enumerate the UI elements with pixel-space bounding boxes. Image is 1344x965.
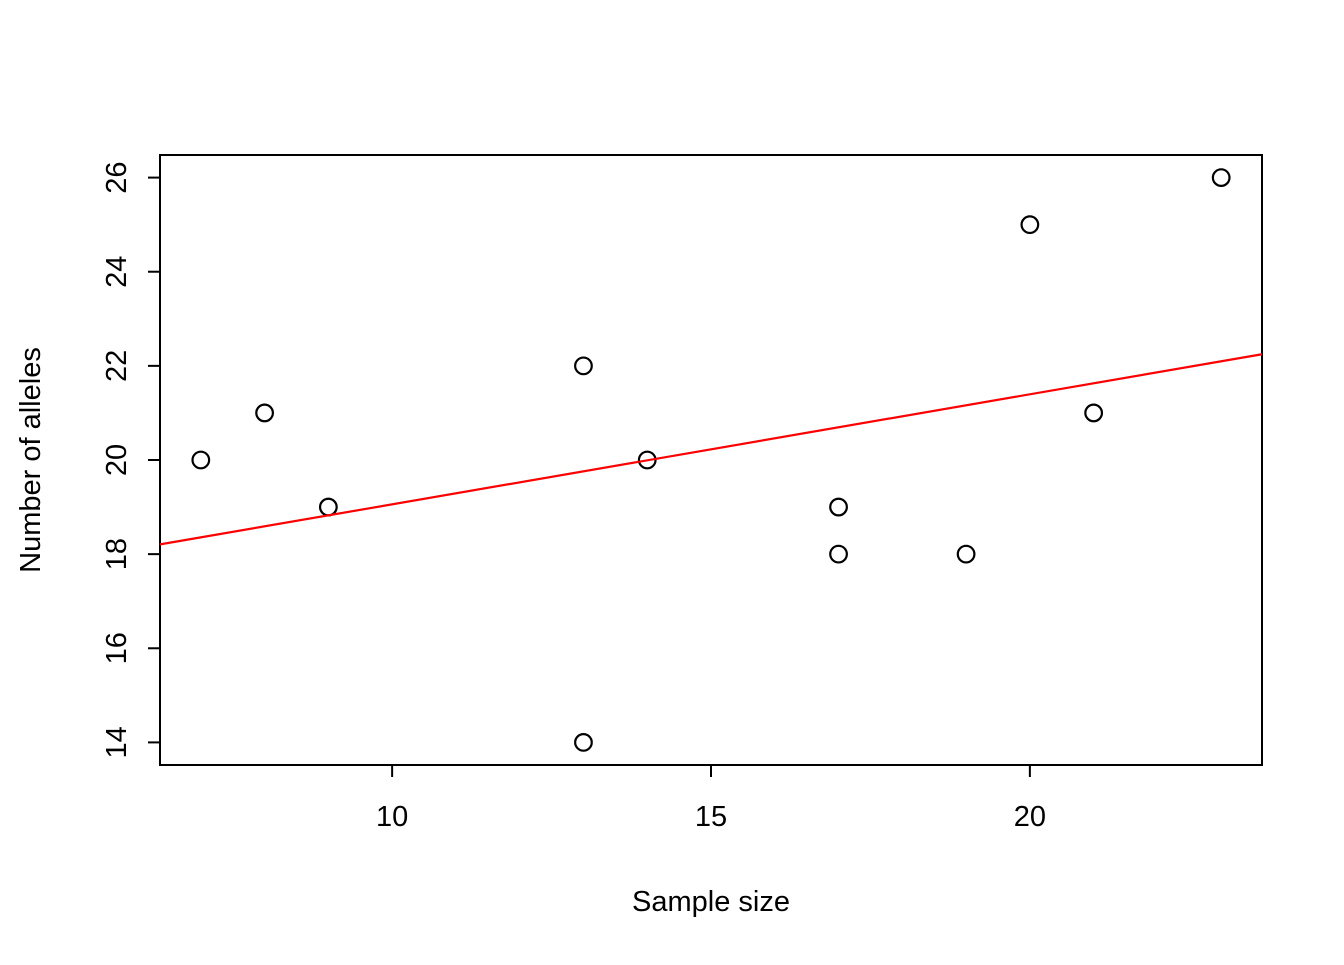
x-tick-label: 15 [695, 801, 727, 833]
y-tick-label: 16 [101, 632, 133, 664]
data-point [1020, 215, 1040, 235]
data-point [191, 450, 211, 470]
data-point [574, 356, 593, 376]
plot-area: 10 15 20 14 16 18 20 22 24 26 [101, 154, 1263, 833]
y-tick-label: 20 [101, 444, 133, 476]
y-tick-label: 18 [101, 538, 133, 570]
data-point [1211, 168, 1231, 187]
y-tick-label: 24 [101, 256, 133, 288]
x-tick-label: 20 [1014, 801, 1046, 833]
x-tick-label: 10 [376, 801, 408, 833]
data-point [574, 733, 593, 752]
data-point [1084, 403, 1104, 423]
data-point [829, 544, 848, 564]
y-tick-label: 22 [101, 350, 133, 382]
y-tick-label: 14 [101, 726, 133, 758]
x-axis-label: Sample size [632, 886, 790, 918]
data-point [956, 544, 976, 564]
data-point [318, 497, 338, 517]
data-point [255, 403, 274, 423]
plot-border [159, 154, 1263, 766]
regression-line [159, 353, 1263, 546]
y-tick-label: 26 [101, 161, 133, 193]
y-axis-label: Number of alleles [15, 347, 47, 573]
data-point [829, 497, 848, 517]
